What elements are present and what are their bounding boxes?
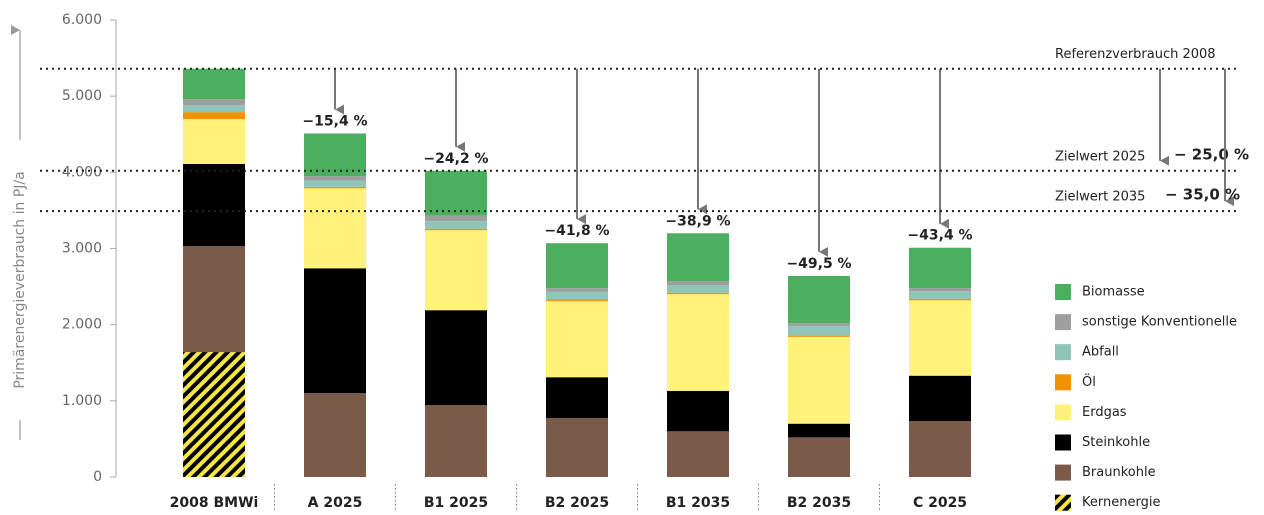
bar-segment [909, 291, 971, 299]
y-tick-label: 4.000 [62, 164, 102, 180]
legend-label: Braunkohle [1082, 465, 1156, 480]
y-tick-label: 2.000 [62, 317, 102, 333]
legend-label: Abfall [1082, 345, 1119, 360]
legend-swatch [1055, 374, 1071, 391]
legend-swatch [1055, 464, 1071, 481]
bar-segment [304, 180, 366, 187]
bar-label: −24,2 % [423, 151, 488, 167]
target-change: − 35,0 % [1165, 186, 1240, 204]
x-tick-label: B2 2025 [545, 495, 609, 511]
bar-segment [546, 288, 608, 292]
bar-segment [304, 176, 366, 181]
bar-segment [909, 247, 971, 289]
y-tick-label: 3.000 [62, 241, 102, 257]
y-tick-label: 5.000 [62, 88, 102, 104]
reference-label: Zielwert 2025 [1055, 149, 1145, 164]
bar-label: −15,4 % [302, 113, 367, 129]
bar-label: −49,5 % [786, 256, 851, 272]
bar-segment [788, 326, 850, 336]
legend-swatch [1055, 494, 1071, 511]
legend-swatch [1055, 314, 1071, 331]
bar-segment [425, 228, 487, 231]
y-tick-label: 6.000 [62, 12, 102, 28]
bar-segment [788, 336, 850, 424]
bar-segment [667, 285, 729, 293]
bar-segment [304, 393, 366, 477]
bar-segment [788, 437, 850, 477]
bar-segment [425, 170, 487, 216]
bar-segment [788, 323, 850, 327]
bar-segment [183, 246, 245, 353]
bar-segment [909, 421, 971, 477]
legend-label: Steinkohle [1082, 435, 1150, 450]
bar-segment [304, 268, 366, 394]
legend-label: Erdgas [1082, 405, 1127, 420]
reference-label: Referenzverbrauch 2008 [1055, 47, 1216, 62]
x-tick-label: B1 2035 [666, 495, 730, 511]
bar-segment [183, 112, 245, 120]
bar-segment [425, 310, 487, 406]
bar-segment [667, 294, 729, 391]
legend-swatch [1055, 434, 1071, 451]
bar-segment [667, 233, 729, 282]
bar-segment [183, 99, 245, 106]
x-tick-label: B2 2035 [787, 495, 851, 511]
bar-label: −43,4 % [907, 228, 972, 244]
legend-swatch [1055, 344, 1071, 361]
bar-segment [667, 431, 729, 477]
bar-segment [546, 243, 608, 289]
bar-segment [909, 300, 971, 376]
x-tick-label: C 2025 [913, 495, 967, 511]
bar-label: −38,9 % [665, 213, 730, 229]
bar-segment [788, 335, 850, 337]
target-change: − 25,0 % [1174, 145, 1249, 163]
bar-segment [425, 230, 487, 311]
bar-segment [183, 119, 245, 164]
bar-segment [546, 301, 608, 378]
legend-label: Kernenergie [1082, 495, 1160, 510]
bar-segment [788, 423, 850, 438]
legend-label: Biomasse [1082, 285, 1145, 300]
bar-segment [183, 352, 245, 477]
bar-segment [425, 215, 487, 222]
y-axis-title-group: Primärenergieverbrauch in PJ/a [11, 25, 28, 440]
bar-segment [425, 221, 487, 229]
bar-segment [909, 288, 971, 292]
bar-segment [546, 291, 608, 300]
bar-segment [788, 275, 850, 324]
bar-segment [909, 375, 971, 422]
bar-segment [546, 299, 608, 302]
y-axis-title: Primärenergieverbrauch in PJ/a [12, 171, 28, 388]
legend-swatch [1055, 284, 1071, 300]
legend-label: Öl [1082, 373, 1096, 390]
bar-segment [667, 281, 729, 286]
legend-label: sonstige Konventionelle [1082, 315, 1237, 330]
legend-swatch [1055, 404, 1071, 421]
bar-segment [425, 405, 487, 477]
reference-label: Zielwert 2035 [1055, 190, 1145, 205]
bar-label: −41,8 % [544, 223, 609, 239]
bar-segment [183, 163, 245, 247]
bar-segment [546, 377, 608, 418]
bar-segment [546, 417, 608, 477]
bar-segment [304, 186, 366, 189]
x-tick-label: B1 2025 [424, 495, 488, 511]
bar-segment [183, 105, 245, 113]
bar-segment [183, 68, 245, 100]
y-tick-label: 1.000 [62, 393, 102, 409]
bar-segment [667, 292, 729, 295]
x-tick-label: A 2025 [308, 495, 363, 511]
y-tick-label: 0 [93, 469, 102, 485]
bar-segment [304, 133, 366, 177]
bar-segment [667, 390, 729, 432]
bar-segment [909, 298, 971, 301]
x-tick-label: 2008 BMWi [170, 495, 259, 511]
bar-segment [304, 188, 366, 269]
